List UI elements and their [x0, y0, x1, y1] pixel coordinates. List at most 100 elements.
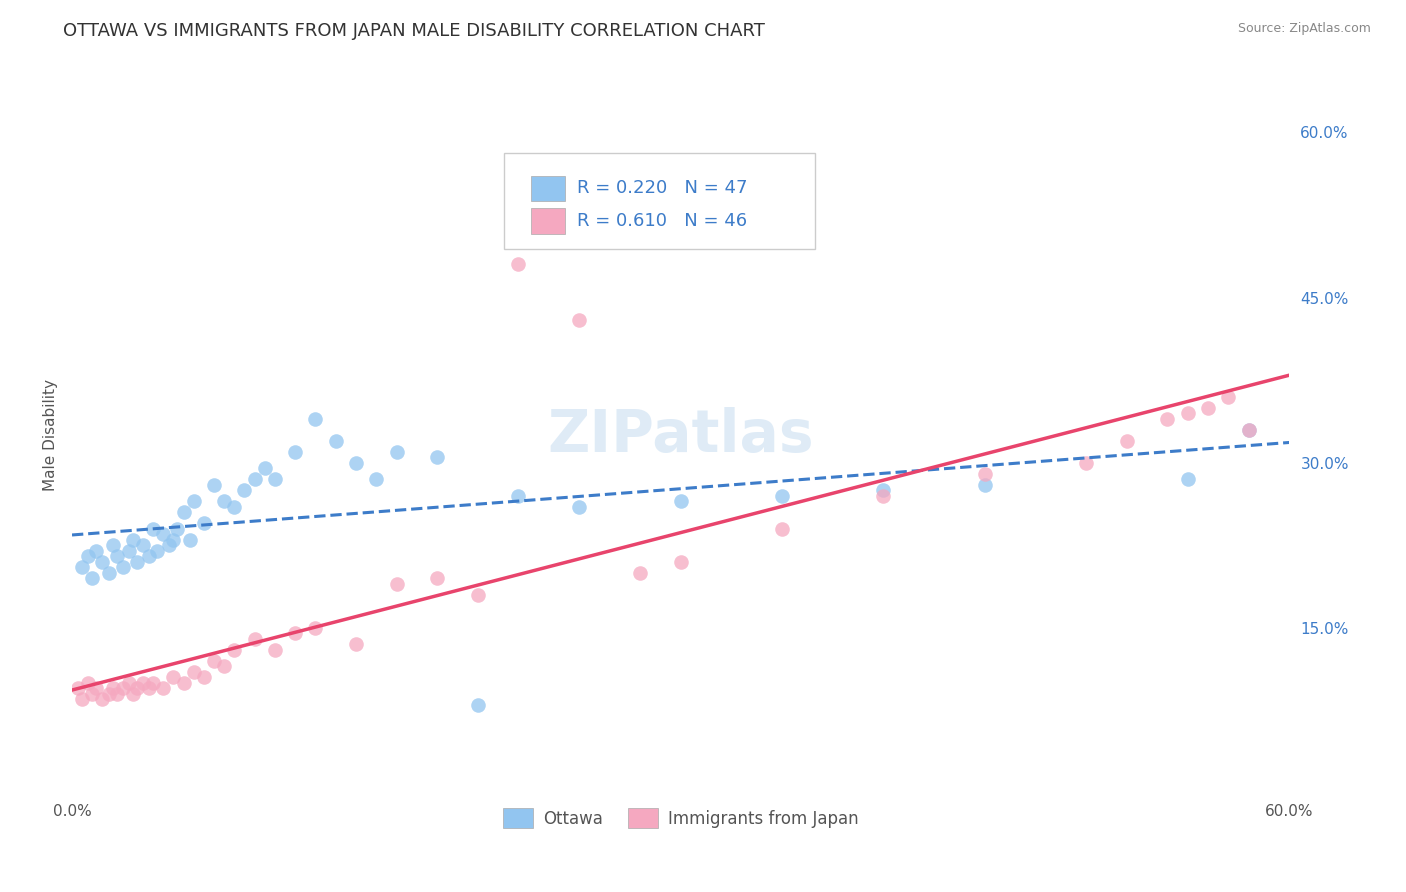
Point [284, 626, 307, 640]
Point [385, 576, 408, 591]
Point [193, 670, 215, 684]
Point [669, 555, 692, 569]
Point [111, 560, 134, 574]
Point [872, 483, 894, 497]
Point [253, 461, 276, 475]
Point [366, 472, 388, 486]
Point [1237, 423, 1260, 437]
Point [264, 472, 287, 486]
Point [1177, 406, 1199, 420]
Point [202, 654, 225, 668]
Point [132, 538, 155, 552]
Point [77, 549, 100, 563]
Point [202, 477, 225, 491]
Point [91, 555, 114, 569]
Point [669, 494, 692, 508]
Point [152, 527, 174, 541]
Text: R = 0.610   N = 46: R = 0.610 N = 46 [576, 212, 747, 230]
Point [508, 258, 530, 272]
Point [212, 659, 235, 673]
Point [97, 566, 120, 580]
Point [224, 642, 246, 657]
Point [125, 555, 148, 569]
Point [70, 692, 93, 706]
Point [467, 588, 489, 602]
Point [467, 698, 489, 712]
Point [183, 494, 205, 508]
Point [1177, 472, 1199, 486]
Point [122, 533, 145, 547]
Point [264, 642, 287, 657]
Point [111, 681, 134, 695]
Point [67, 681, 90, 695]
Point [118, 675, 141, 690]
Point [212, 494, 235, 508]
Point [142, 522, 165, 536]
Point [179, 533, 201, 547]
Text: Source: ZipAtlas.com: Source: ZipAtlas.com [1237, 22, 1371, 36]
Point [105, 549, 128, 563]
Point [243, 632, 266, 646]
Point [166, 522, 188, 536]
Point [974, 477, 997, 491]
Bar [531, 209, 565, 235]
Point [1218, 390, 1240, 404]
Bar [531, 176, 565, 202]
Point [82, 571, 104, 585]
Point [162, 670, 184, 684]
Point [1156, 411, 1178, 425]
Point [770, 489, 793, 503]
Point [325, 434, 347, 448]
Point [162, 533, 184, 547]
Y-axis label: Male Disability: Male Disability [44, 379, 58, 491]
FancyBboxPatch shape [505, 153, 814, 249]
Point [152, 681, 174, 695]
Point [1076, 456, 1098, 470]
Point [138, 549, 160, 563]
Point [82, 687, 104, 701]
Point [426, 571, 449, 585]
Point [173, 675, 195, 690]
Point [770, 522, 793, 536]
Point [233, 483, 256, 497]
Point [1116, 434, 1139, 448]
Point [91, 692, 114, 706]
Point [132, 675, 155, 690]
Point [224, 500, 246, 514]
Point [974, 467, 997, 481]
Text: R = 0.220   N = 47: R = 0.220 N = 47 [576, 179, 748, 197]
Point [77, 675, 100, 690]
Point [138, 681, 160, 695]
Point [243, 472, 266, 486]
Point [122, 687, 145, 701]
Point [157, 538, 180, 552]
Text: ZIPatlas: ZIPatlas [547, 407, 814, 464]
Point [628, 566, 651, 580]
Point [304, 621, 326, 635]
Point [86, 681, 108, 695]
Point [97, 687, 120, 701]
Point [193, 516, 215, 530]
Text: OTTAWA VS IMMIGRANTS FROM JAPAN MALE DISABILITY CORRELATION CHART: OTTAWA VS IMMIGRANTS FROM JAPAN MALE DIS… [63, 22, 765, 40]
Point [86, 543, 108, 558]
Point [872, 489, 894, 503]
Point [125, 681, 148, 695]
Point [183, 665, 205, 679]
Point [304, 411, 326, 425]
Point [118, 543, 141, 558]
Point [101, 681, 124, 695]
Point [284, 444, 307, 458]
Point [568, 500, 591, 514]
Point [142, 675, 165, 690]
Point [568, 312, 591, 326]
Point [344, 637, 367, 651]
Point [70, 560, 93, 574]
Point [146, 543, 169, 558]
Point [344, 456, 367, 470]
Legend: Ottawa, Immigrants from Japan: Ottawa, Immigrants from Japan [496, 802, 865, 834]
Point [1197, 401, 1219, 415]
Point [173, 505, 195, 519]
Point [508, 489, 530, 503]
Point [426, 450, 449, 464]
Point [101, 538, 124, 552]
